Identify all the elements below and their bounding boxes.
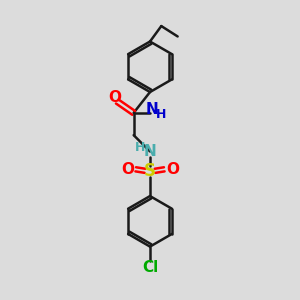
Text: N: N [146,102,158,117]
Text: O: O [166,162,179,177]
Text: O: O [108,90,122,105]
Text: S: S [144,162,156,180]
Text: Cl: Cl [142,260,158,275]
Text: N: N [144,144,156,159]
Text: H: H [135,140,146,154]
Text: H: H [155,108,166,121]
Text: O: O [121,162,134,177]
